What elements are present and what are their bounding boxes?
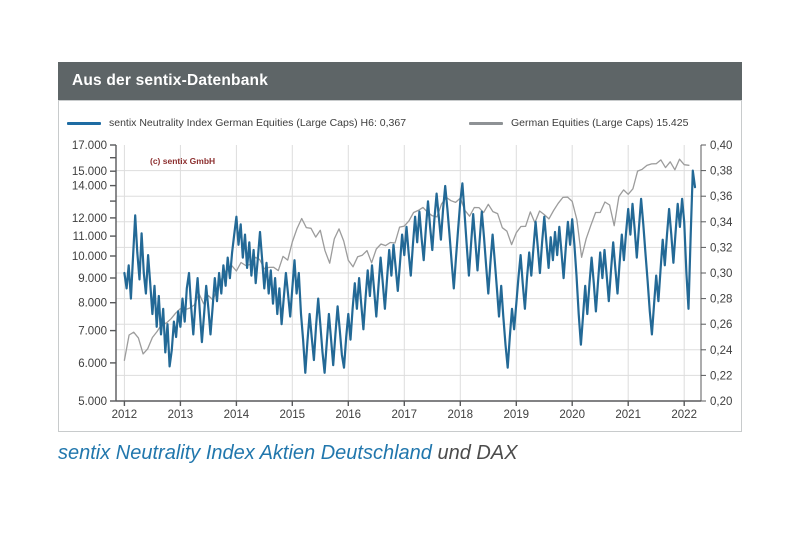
svg-text:2021: 2021 <box>615 409 641 421</box>
svg-text:2018: 2018 <box>448 409 474 421</box>
svg-text:0,22: 0,22 <box>710 370 732 382</box>
svg-text:8.000: 8.000 <box>78 298 107 310</box>
svg-text:0,20: 0,20 <box>710 396 732 408</box>
svg-text:12.000: 12.000 <box>72 213 107 225</box>
svg-text:11.000: 11.000 <box>73 231 107 243</box>
svg-text:0,38: 0,38 <box>710 166 732 178</box>
legend-label-german-equities: German Equities (Large Caps) 15.425 <box>511 117 689 129</box>
legend-item-german-equities: German Equities (Large Caps) 15.425 <box>469 117 688 129</box>
svg-text:0,32: 0,32 <box>710 242 732 254</box>
caption-suffix: und DAX <box>437 442 518 464</box>
svg-text:2022: 2022 <box>671 409 697 421</box>
gray-line-swatch-icon <box>469 121 503 125</box>
legend-label-neutrality-index: sentix Neutrality Index German Equities … <box>109 117 407 129</box>
svg-text:9.000: 9.000 <box>78 273 107 285</box>
svg-text:0,40: 0,40 <box>710 140 732 152</box>
svg-text:0,24: 0,24 <box>710 345 733 357</box>
caption-series-name: sentix Neutrality Index Aktien Deutschla… <box>58 442 432 464</box>
chart-plot: 5.000 6.000 7.000 8.000 9.000 10.000 11.000 12.… <box>72 140 733 421</box>
svg-text:2014: 2014 <box>224 409 250 421</box>
svg-text:15.000: 15.000 <box>72 166 107 178</box>
svg-text:17.000: 17.000 <box>72 140 107 152</box>
chart-panel: 5.000 6.000 7.000 8.000 9.000 10.000 11.000 12.… <box>58 100 742 432</box>
svg-text:0,28: 0,28 <box>710 294 732 306</box>
svg-text:14.000: 14.000 <box>72 181 107 193</box>
panel-title: Aus der sentix-Datenbank <box>72 72 269 89</box>
svg-text:2019: 2019 <box>504 409 530 421</box>
svg-text:0,36: 0,36 <box>710 191 732 203</box>
svg-text:0,30: 0,30 <box>710 268 732 280</box>
svg-text:7.000: 7.000 <box>78 326 107 338</box>
svg-text:2016: 2016 <box>336 409 362 421</box>
svg-text:2020: 2020 <box>559 409 585 421</box>
svg-text:0,26: 0,26 <box>710 319 732 331</box>
svg-text:2013: 2013 <box>168 409 194 421</box>
figure-caption: sentix Neutrality Index Aktien Deutschla… <box>58 442 518 465</box>
blue-line-swatch-icon <box>67 121 101 125</box>
panel-header: Aus der sentix-Datenbank <box>58 62 742 100</box>
svg-text:10.000: 10.000 <box>72 251 107 263</box>
svg-text:0,34: 0,34 <box>710 217 733 229</box>
svg-text:2017: 2017 <box>392 409 418 421</box>
svg-text:(c) sentix GmbH: (c) sentix GmbH <box>150 156 215 166</box>
svg-text:6.000: 6.000 <box>78 358 107 370</box>
legend-item-neutrality-index: sentix Neutrality Index German Equities … <box>67 117 406 129</box>
svg-text:2015: 2015 <box>280 409 306 421</box>
svg-text:5.000: 5.000 <box>78 396 107 408</box>
svg-text:2012: 2012 <box>112 409 138 421</box>
